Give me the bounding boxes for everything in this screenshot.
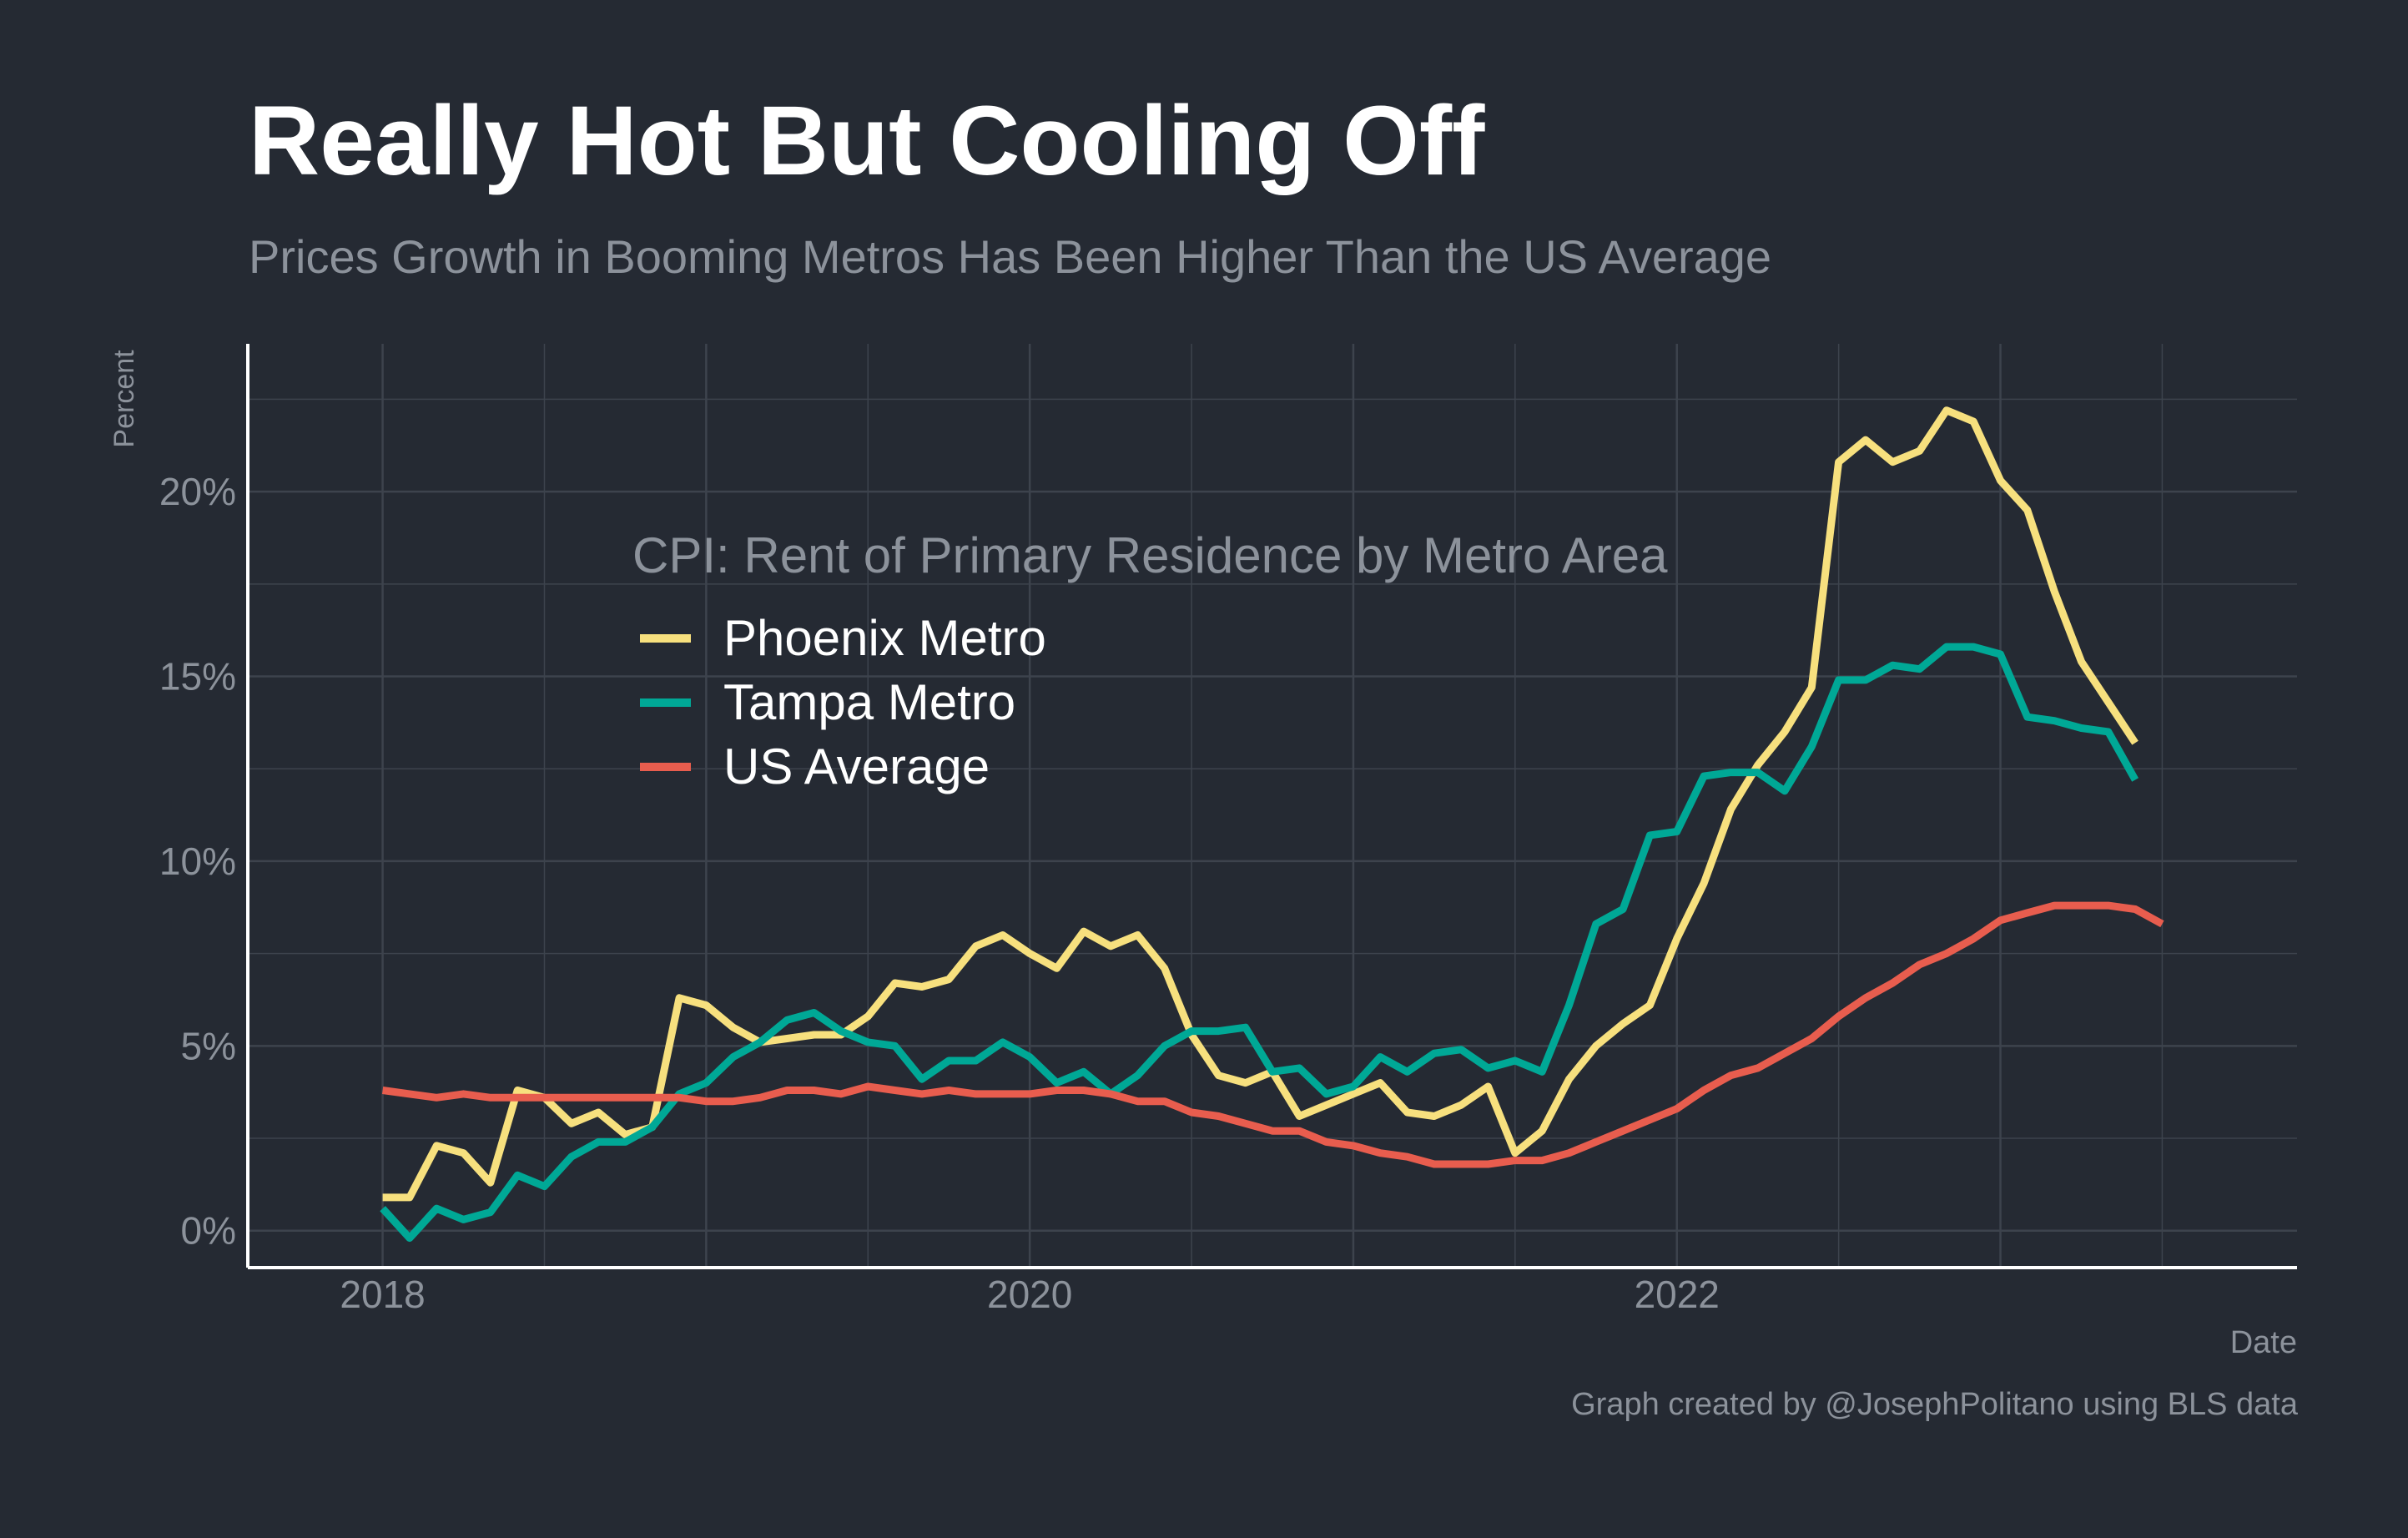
y-tick-label: 10%: [159, 840, 236, 883]
y-tick-label: 20%: [159, 470, 236, 513]
series-line-us-average: [381, 901, 2164, 1168]
axis-layer: Percent Date 0% 5% 10% 15% 20% 2018 2020 2022: [108, 344, 2297, 1360]
series-line-tampa-metro: [380, 643, 2139, 1243]
x-axis-label: Date: [2230, 1325, 2297, 1360]
y-axis-label: Percent: [108, 350, 140, 448]
y-tick-label: 15%: [159, 655, 236, 698]
legend: CPI: Rent of Primary Residence by Metro …: [632, 527, 1668, 794]
legend-label: Phoenix Metro: [723, 610, 1046, 666]
x-tick-label: 2018: [340, 1273, 425, 1316]
x-tick-label: 2022: [1635, 1273, 1720, 1316]
legend-label: US Average: [723, 739, 990, 794]
legend-title: CPI: Rent of Primary Residence by Metro …: [632, 527, 1668, 583]
y-tick-label: 0%: [181, 1209, 236, 1253]
legend-item: Phoenix Metro: [640, 610, 1046, 666]
chart-subtitle: Prices Growth in Booming Metros Has Been…: [249, 230, 1772, 283]
series-layer: [380, 406, 2164, 1243]
legend-item: Tampa Metro: [640, 674, 1015, 730]
grid-layer: [248, 344, 2297, 1268]
chart-title: Really Hot But Cooling Off: [249, 86, 1485, 196]
series-line-phoenix-metro: [382, 406, 2138, 1202]
source-caption: Graph created by @JosephPolitano using B…: [1571, 1387, 2298, 1422]
legend-items: Phoenix Metro Tampa Metro US Average: [640, 610, 1046, 794]
x-tick-label: 2020: [987, 1273, 1072, 1316]
y-tick-label: 5%: [181, 1024, 236, 1067]
legend-item: US Average: [640, 739, 990, 794]
legend-label: Tampa Metro: [723, 674, 1015, 730]
